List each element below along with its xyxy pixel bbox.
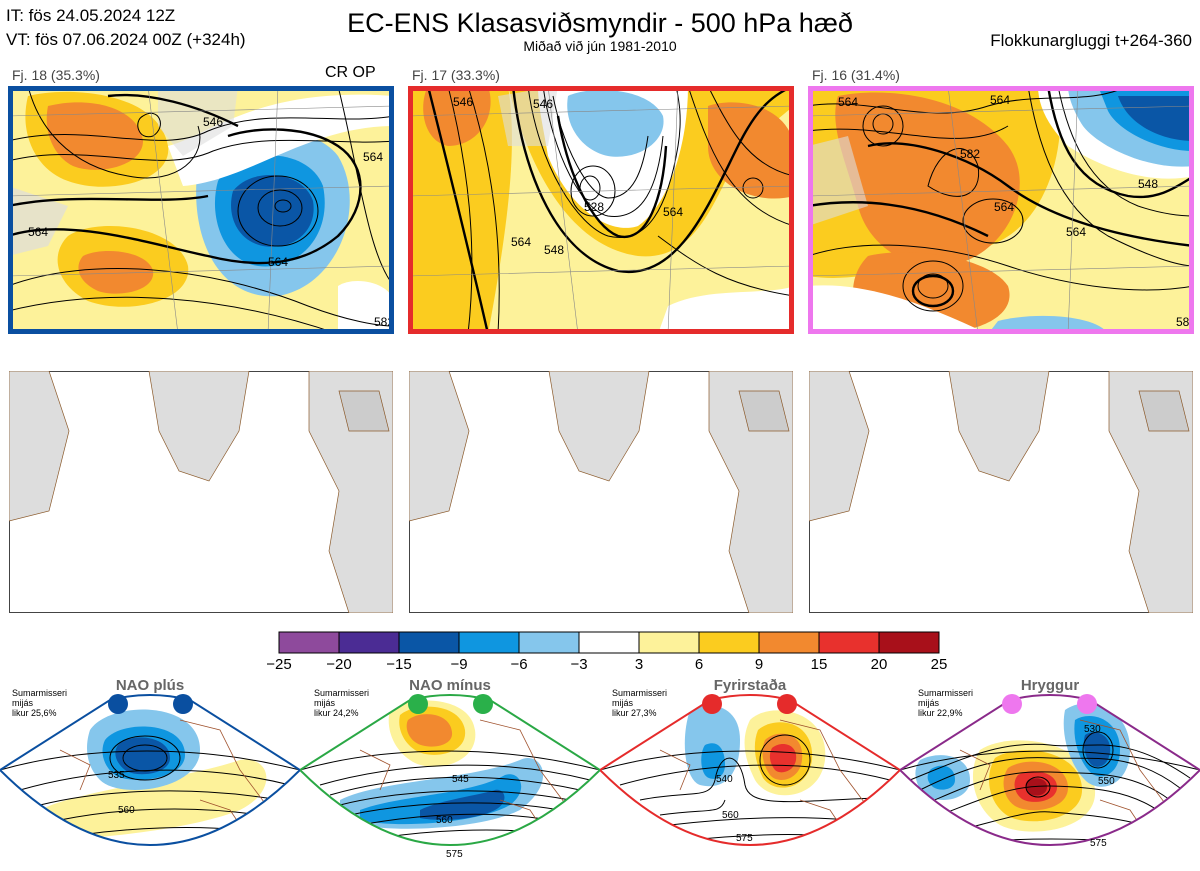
colorbar-tick-label: −9 bbox=[450, 656, 468, 673]
regime-3-dot bbox=[702, 694, 722, 714]
cluster-1-label: Fj. 18 (35.3%) bbox=[12, 67, 100, 83]
cluster-2-contour-label: 548 bbox=[544, 243, 564, 257]
cluster-3-contour-label: 548 bbox=[1138, 177, 1158, 191]
cluster-1-tag: CR OP bbox=[325, 64, 376, 81]
colorbar-tick-label: 3 bbox=[634, 656, 644, 673]
regime-4-dot bbox=[1077, 694, 1097, 714]
cluster-2-frame bbox=[408, 86, 794, 334]
colorbar-swatch bbox=[578, 631, 640, 654]
cluster-1-frame bbox=[8, 86, 394, 334]
colorbar-swatch bbox=[758, 631, 820, 654]
colorbar-tick-label: −20 bbox=[326, 656, 352, 673]
colorbar-tick-label: −15 bbox=[386, 656, 412, 673]
regime-2-caption: Sumarmisseri mijás likur 24,2% bbox=[314, 688, 370, 718]
regime-3-dot bbox=[777, 694, 797, 714]
regime-4-frame bbox=[900, 694, 1200, 846]
regime-4-contour-label: 550 bbox=[1098, 776, 1115, 787]
colorbar bbox=[278, 631, 940, 654]
regime-3-frame bbox=[600, 694, 900, 846]
colorbar-swatch bbox=[338, 631, 400, 654]
colorbar-tick-label: 20 bbox=[870, 656, 888, 673]
regime-1-contour-label: 560 bbox=[118, 805, 135, 816]
regime-4-map: 530 550 575 bbox=[900, 694, 1200, 849]
colorbar-tick-label: −6 bbox=[510, 656, 528, 673]
cluster-1-contour-label: 546 bbox=[203, 115, 223, 129]
regime-4-contour-label: 530 bbox=[1084, 724, 1101, 735]
colorbar-tick-label: 25 bbox=[930, 656, 948, 673]
regime-1-caption: Sumarmisseri mijás likur 25,6% bbox=[12, 688, 68, 718]
init-time: IT: fös 24.05.2024 12Z bbox=[6, 6, 176, 25]
cluster-2-contour-label: 546 bbox=[453, 95, 473, 109]
regime-1-map: 535 560 bbox=[0, 694, 300, 846]
regime-1-contour-label: 535 bbox=[108, 770, 125, 781]
regime-2-contour-label: 560 bbox=[436, 815, 453, 826]
colorbar-swatch bbox=[878, 631, 940, 654]
cluster-3-contour-label: 582 bbox=[960, 147, 980, 161]
cluster-2-contour-label: 546 bbox=[533, 97, 553, 111]
cluster-2-contour-label: 528 bbox=[584, 200, 604, 214]
cluster-2-contour-label: 564 bbox=[511, 235, 531, 249]
colorbar-tick-label: 9 bbox=[754, 656, 764, 673]
colorbar-tick-label: 15 bbox=[810, 656, 828, 673]
cluster-1-contour-label: 564 bbox=[28, 225, 48, 239]
colorbar-swatch bbox=[818, 631, 880, 654]
cluster-3-contour-label: 564 bbox=[994, 200, 1014, 214]
colorbar-tick-label: −25 bbox=[266, 656, 292, 673]
regime-2-frame bbox=[300, 694, 600, 846]
cluster-1-contour-label: 564 bbox=[268, 255, 288, 269]
colorbar-swatch bbox=[278, 631, 340, 654]
regime-3-contour-label: 575 bbox=[736, 833, 753, 844]
regime-1-title: NAO plús bbox=[115, 677, 185, 694]
cluster-3-map: 564 564 582 564 564 548 582 bbox=[808, 86, 1194, 334]
basemap-1 bbox=[9, 371, 393, 613]
regime-3-title: Fyrirstaða bbox=[713, 677, 787, 694]
cluster-2-contour-label: 564 bbox=[663, 205, 683, 219]
colorbar-swatch bbox=[518, 631, 580, 654]
cluster-1-contour-label: 564 bbox=[363, 150, 383, 164]
basemap-2 bbox=[409, 371, 793, 613]
colorbar-swatch bbox=[398, 631, 460, 654]
colorbar-swatch bbox=[638, 631, 700, 654]
regime-4-caption: Sumarmisseri mijás likur 22,9% bbox=[918, 688, 974, 718]
regime-1-dot bbox=[173, 694, 193, 714]
colorbar-tick-label: 6 bbox=[694, 656, 704, 673]
regime-2-contour-label: 545 bbox=[452, 774, 469, 785]
cluster-3-label: Fj. 16 (31.4%) bbox=[812, 67, 900, 83]
regime-4-contour-label: 575 bbox=[1090, 838, 1107, 849]
cluster-3-frame bbox=[808, 86, 1194, 334]
regime-3-caption: Sumarmisseri mijás likur 27,3% bbox=[612, 688, 668, 718]
cluster-3-contour-label: 564 bbox=[990, 93, 1010, 107]
cluster-2-label: Fj. 17 (33.3%) bbox=[412, 67, 500, 83]
basemap-3 bbox=[809, 371, 1193, 613]
regime-4-dot bbox=[1002, 694, 1022, 714]
regime-3-contour-label: 560 bbox=[722, 810, 739, 821]
regime-1-frame bbox=[0, 694, 300, 846]
cluster-1-map: 546 564 564 564 582 bbox=[8, 86, 394, 334]
cluster-2-map: 546 546 528 548 564 564 bbox=[408, 86, 794, 334]
cluster-3-contour-label: 564 bbox=[1066, 225, 1086, 239]
regime-2-title: NAO mínus bbox=[409, 677, 491, 694]
regime-2-dot bbox=[473, 694, 493, 714]
page-subtitle: Miðað við jún 1981-2010 bbox=[523, 38, 677, 54]
colorbar-tick-label: −3 bbox=[570, 656, 588, 673]
regime-1-dot bbox=[108, 694, 128, 714]
regime-2-map: 545 560 575 bbox=[300, 694, 600, 860]
colorbar-swatch bbox=[698, 631, 760, 654]
regime-2-contour-label: 575 bbox=[446, 849, 463, 860]
valid-time: VT: fös 07.06.2024 00Z (+324h) bbox=[6, 30, 246, 49]
cluster-3-contour-label: 564 bbox=[838, 95, 858, 109]
page-title: EC-ENS Klasasviðsmyndir - 500 hPa hæð bbox=[347, 8, 853, 38]
regime-3-contour-label: 540 bbox=[716, 774, 733, 785]
regime-2-dot bbox=[408, 694, 428, 714]
cluster-window: Flokkunargluggi t+264-360 bbox=[990, 31, 1192, 50]
regime-4-title: Hryggur bbox=[1020, 677, 1080, 694]
regime-3-map: 540 560 575 bbox=[600, 694, 900, 846]
colorbar-swatch bbox=[458, 631, 520, 654]
